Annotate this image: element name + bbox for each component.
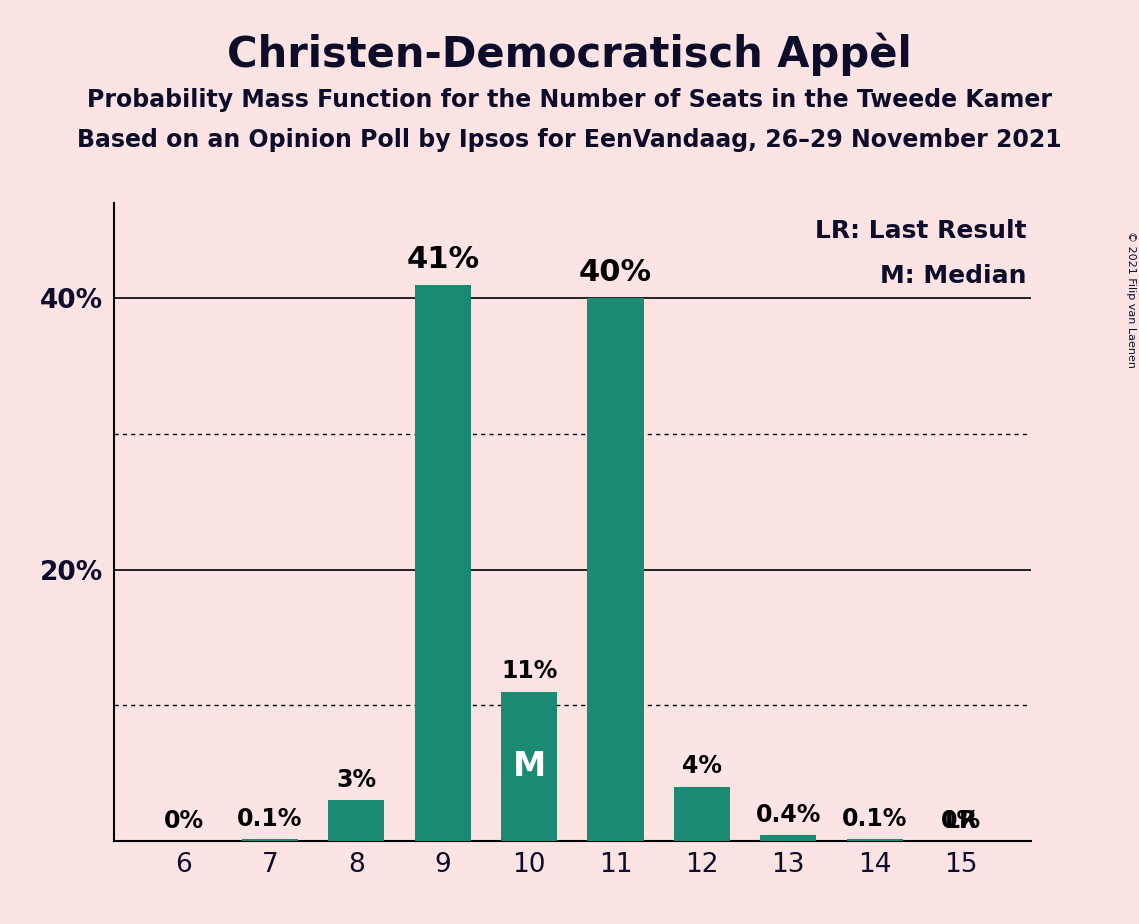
- Bar: [328, 800, 385, 841]
- Text: 3%: 3%: [336, 768, 377, 792]
- Text: M: M: [513, 749, 546, 783]
- Bar: [415, 285, 470, 841]
- Text: Based on an Opinion Poll by Ipsos for EenVandaag, 26–29 November 2021: Based on an Opinion Poll by Ipsos for Ee…: [77, 128, 1062, 152]
- Text: 0.1%: 0.1%: [842, 808, 908, 832]
- Text: 0%: 0%: [164, 808, 204, 833]
- Bar: [760, 835, 817, 841]
- Text: Probability Mass Function for the Number of Seats in the Tweede Kamer: Probability Mass Function for the Number…: [87, 88, 1052, 112]
- Bar: [846, 840, 903, 841]
- Text: 40%: 40%: [579, 259, 653, 287]
- Text: 4%: 4%: [682, 754, 722, 778]
- Text: © 2021 Filip van Laenen: © 2021 Filip van Laenen: [1126, 231, 1136, 368]
- Bar: [501, 692, 557, 841]
- Text: Christen-Democratisch Appèl: Christen-Democratisch Appèl: [227, 32, 912, 76]
- Text: M: Median: M: Median: [879, 264, 1026, 288]
- Text: 41%: 41%: [407, 245, 480, 274]
- Text: 0%: 0%: [941, 808, 981, 833]
- Text: 11%: 11%: [501, 660, 557, 684]
- Bar: [588, 298, 644, 841]
- Bar: [241, 840, 298, 841]
- Bar: [674, 786, 730, 841]
- Text: LR: LR: [944, 808, 977, 833]
- Text: 0.1%: 0.1%: [237, 808, 303, 832]
- Text: 0.4%: 0.4%: [755, 803, 821, 827]
- Text: LR: Last Result: LR: Last Result: [814, 219, 1026, 243]
